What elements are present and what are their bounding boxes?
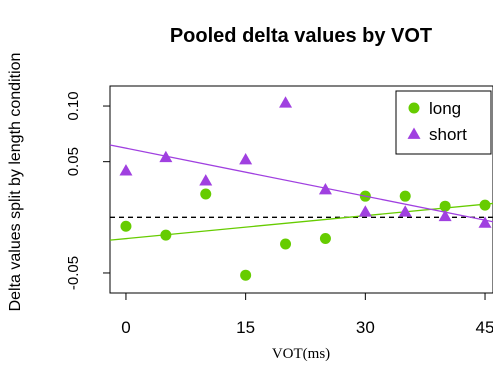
long-point (319, 232, 331, 244)
y-tick-label: 0.05 (65, 147, 82, 176)
legend-long-label: long (429, 99, 461, 118)
legend: long short (395, 90, 492, 155)
legend-short-label: short (429, 125, 467, 144)
x-axis-label: VOT(ms) (272, 346, 330, 362)
y-tick-label: 0.10 (65, 91, 82, 120)
long-point (280, 238, 292, 250)
legend-long-marker (408, 102, 420, 114)
long-point (200, 188, 212, 200)
y-axis-label: Delta values split by length condition (7, 53, 24, 312)
long-point (399, 190, 411, 202)
short-point (438, 209, 452, 222)
long-point (479, 199, 491, 211)
x-tick-label: 30 (356, 318, 375, 337)
short-point (398, 205, 412, 217)
short-point (239, 152, 253, 165)
long-point (240, 269, 252, 281)
y-tick-label: -0.05 (65, 256, 82, 290)
legend-box (395, 90, 492, 155)
axes: 0 15 30 45 -0.05 0.05 0.10 (65, 91, 493, 337)
x-tick-label: 45 (476, 318, 493, 337)
data-marks (109, 96, 493, 281)
x-tick-label: 0 (121, 318, 130, 337)
short-point (478, 216, 492, 228)
short-point (318, 183, 332, 195)
short-point (159, 150, 173, 163)
short-point (358, 205, 372, 217)
x-tick-label: 15 (236, 318, 255, 337)
chart-title: Pooled delta values by VOT (170, 25, 432, 47)
short-point (119, 164, 133, 176)
long-point (120, 220, 132, 232)
plot-frame (109, 85, 493, 294)
long-point (439, 200, 451, 212)
short-point (199, 174, 213, 186)
short-point (279, 96, 293, 108)
short-fit-line (109, 144, 493, 223)
long-point (160, 229, 172, 241)
legend-short-marker (407, 127, 421, 139)
